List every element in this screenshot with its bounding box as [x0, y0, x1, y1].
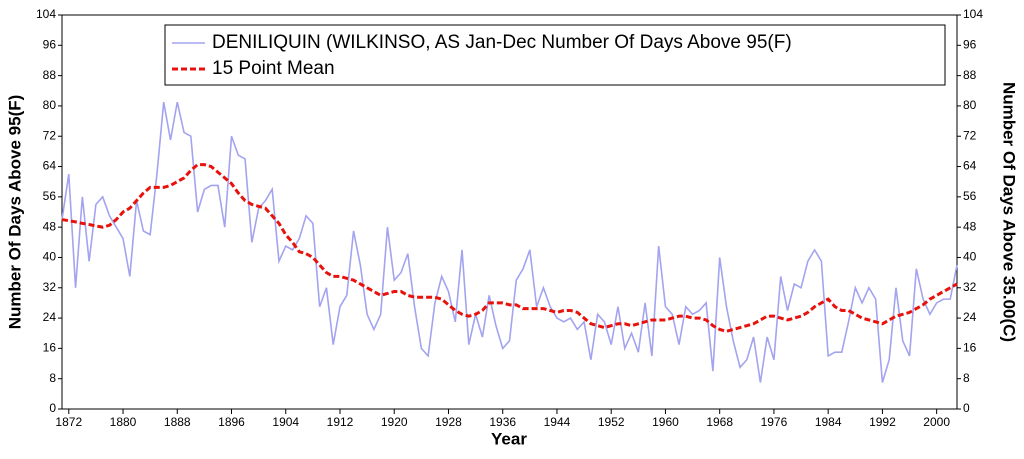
y2-tick-label: 8: [963, 371, 970, 385]
y2-tick-label: 96: [963, 37, 977, 51]
x-tick-label: 1936: [489, 415, 516, 429]
y2-tick-label: 80: [963, 98, 977, 112]
y-tick-label: 24: [43, 310, 57, 324]
y2-tick-label: 48: [963, 219, 977, 233]
x-axis-label: Year: [491, 429, 527, 448]
y-tick-label: 72: [43, 128, 57, 142]
y-tick-label: 88: [43, 68, 57, 82]
y2-tick-label: 16: [963, 341, 977, 355]
x-tick-label: 1912: [327, 415, 354, 429]
plot-frame: [61, 14, 958, 410]
x-tick-label: 1880: [110, 415, 137, 429]
x-tick-label: 1992: [869, 415, 896, 429]
y2-tick-label: 72: [963, 128, 977, 142]
y2-tick-label: 104: [963, 7, 983, 21]
x-tick-label: 1928: [435, 415, 462, 429]
y2-tick-label: 0: [963, 401, 970, 415]
y-tick-label: 80: [43, 98, 57, 112]
y-axis-label: Number Of Days Above 95(F): [5, 95, 24, 330]
y2-axis-label: Number Of Days Above 35.00(C): [1000, 82, 1019, 342]
x-tick-label: 1920: [381, 415, 408, 429]
x-tick-label: 1944: [544, 415, 571, 429]
y2-tick-label: 56: [963, 189, 977, 203]
y-tick-label: 64: [43, 159, 57, 173]
y-tick-label: 40: [43, 250, 57, 264]
legend-box: [164, 24, 946, 86]
legend-label: 15 Point Mean: [212, 58, 335, 79]
x-tick-label: 1984: [815, 415, 842, 429]
x-tick-label: 1976: [761, 415, 788, 429]
y-tick-label: 0: [49, 401, 56, 415]
legend-label: DENILIQUIN (WILKINSO, AS Jan-Dec Number …: [212, 32, 792, 53]
data-line: [61, 101, 958, 383]
x-tick-label: 1888: [164, 415, 191, 429]
y2-tick-label: 24: [963, 310, 977, 324]
x-tick-label: 1872: [55, 415, 82, 429]
x-tick-label: 1968: [706, 415, 733, 429]
x-tick-label: 1904: [272, 415, 299, 429]
y-tick-label: 48: [43, 219, 57, 233]
y2-tick-label: 32: [963, 280, 977, 294]
x-tick-label: 1952: [598, 415, 625, 429]
y-tick-label: 32: [43, 280, 57, 294]
y2-tick-label: 40: [963, 250, 977, 264]
y2-tick-label: 64: [963, 159, 977, 173]
y2-tick-label: 88: [963, 68, 977, 82]
y-tick-label: 8: [49, 371, 56, 385]
y-tick-label: 16: [43, 341, 57, 355]
y-tick-label: 104: [36, 7, 56, 21]
x-tick-label: 2000: [923, 415, 950, 429]
data-line: [61, 163, 958, 333]
x-tick-label: 1960: [652, 415, 679, 429]
x-tick-label: 1896: [218, 415, 245, 429]
y-tick-label: 56: [43, 189, 57, 203]
y-tick-label: 96: [43, 37, 57, 51]
